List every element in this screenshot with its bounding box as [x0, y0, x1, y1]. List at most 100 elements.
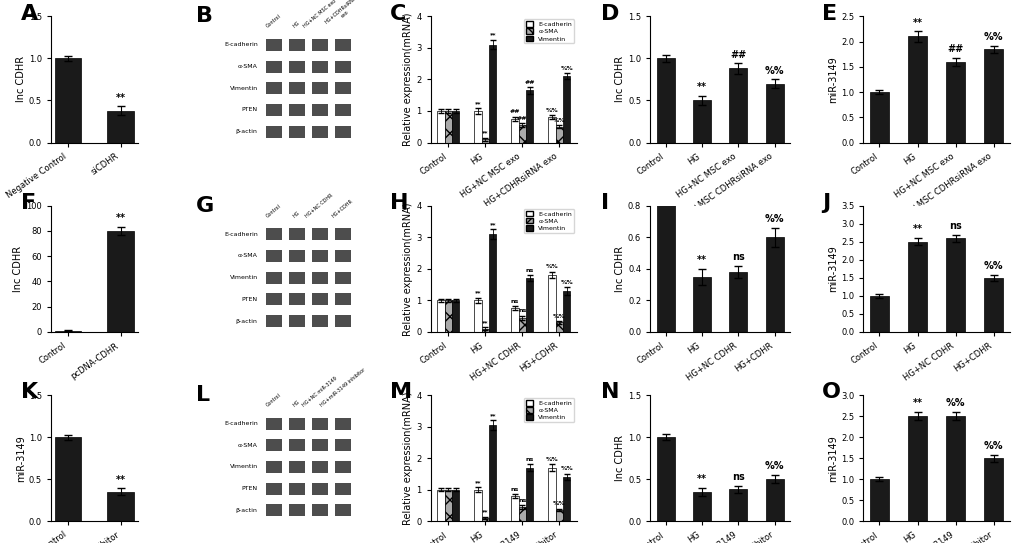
Bar — [288, 126, 305, 138]
Bar — [107, 231, 133, 332]
Text: M: M — [389, 382, 412, 402]
Bar — [334, 250, 351, 262]
Bar — [55, 437, 82, 521]
Text: %%: %% — [545, 108, 557, 112]
Text: ns: ns — [949, 221, 961, 231]
Bar — [312, 293, 327, 305]
Bar — [312, 418, 327, 430]
Text: HG+NC MSC exo: HG+NC MSC exo — [302, 0, 336, 29]
Text: **: ** — [489, 33, 495, 37]
Bar — [334, 461, 351, 473]
Bar — [444, 300, 451, 332]
Text: PTEN: PTEN — [242, 297, 258, 302]
Bar — [312, 61, 327, 73]
Text: ##: ## — [524, 80, 534, 85]
Bar — [451, 300, 459, 332]
Bar — [656, 174, 675, 332]
Bar — [511, 119, 518, 143]
Text: **: ** — [696, 474, 706, 484]
Bar — [265, 504, 281, 516]
Legend: E-cadherin, α-SMA, Vimentin: E-cadherin, α-SMA, Vimentin — [524, 398, 574, 422]
Y-axis label: Relative expression(mRNA): Relative expression(mRNA) — [403, 202, 413, 336]
Bar — [265, 39, 281, 51]
Text: %%: %% — [764, 66, 784, 75]
Bar — [481, 329, 488, 332]
Bar — [526, 91, 533, 143]
Bar — [334, 504, 351, 516]
Text: O: O — [821, 382, 841, 402]
Bar — [265, 293, 281, 305]
Bar — [55, 331, 82, 332]
Legend: E-cadherin, α-SMA, Vimentin: E-cadherin, α-SMA, Vimentin — [524, 20, 574, 43]
Bar — [692, 277, 710, 332]
Text: K: K — [20, 382, 38, 402]
Text: ns: ns — [525, 457, 533, 462]
Text: ##: ## — [947, 44, 963, 54]
Y-axis label: miR-3149: miR-3149 — [827, 245, 838, 292]
Bar — [555, 510, 562, 521]
Text: ns: ns — [518, 308, 526, 313]
Bar — [946, 416, 964, 521]
Bar — [437, 111, 444, 143]
Bar — [474, 300, 481, 332]
Bar — [869, 479, 889, 521]
Bar — [312, 250, 327, 262]
Text: β-actin: β-actin — [235, 129, 258, 134]
Bar — [288, 250, 305, 262]
Bar — [265, 61, 281, 73]
Bar — [518, 125, 526, 143]
Bar — [312, 439, 327, 451]
Bar — [869, 296, 889, 332]
Bar — [518, 318, 526, 332]
Bar — [334, 83, 351, 94]
Bar — [288, 61, 305, 73]
Text: **: ** — [474, 101, 481, 106]
Bar — [265, 228, 281, 240]
Bar — [288, 83, 305, 94]
Bar — [265, 83, 281, 94]
Text: %%: %% — [983, 32, 1003, 42]
Bar — [555, 127, 562, 143]
Text: ns: ns — [525, 268, 533, 273]
Bar — [437, 300, 444, 332]
Bar — [488, 425, 496, 521]
Bar — [765, 237, 783, 332]
Text: **: ** — [482, 320, 488, 325]
Text: **: ** — [489, 413, 495, 418]
Text: **: ** — [696, 83, 706, 92]
Text: HG: HG — [291, 210, 301, 218]
Bar — [946, 62, 964, 143]
Text: ##: ## — [510, 110, 520, 115]
Bar — [265, 250, 281, 262]
Text: **: ** — [482, 509, 488, 514]
Text: Vimentin: Vimentin — [229, 275, 258, 280]
Bar — [334, 483, 351, 495]
Bar — [729, 68, 747, 143]
Text: E: E — [821, 4, 837, 24]
Bar — [983, 458, 1002, 521]
Text: %%: %% — [945, 398, 964, 408]
Bar — [288, 439, 305, 451]
Text: ns: ns — [511, 487, 519, 491]
Bar — [562, 76, 570, 143]
Text: HG: HG — [291, 20, 301, 29]
Bar — [729, 489, 747, 521]
Text: **: ** — [912, 18, 921, 28]
Bar — [288, 104, 305, 116]
Text: E-cadherin: E-cadherin — [224, 232, 258, 237]
Bar — [107, 111, 133, 143]
Text: **: ** — [115, 475, 125, 485]
Bar — [547, 468, 555, 521]
Text: Control: Control — [265, 14, 282, 29]
Bar — [312, 315, 327, 327]
Text: %%: %% — [552, 501, 566, 507]
Bar — [869, 92, 889, 143]
Text: β-actin: β-actin — [235, 508, 258, 513]
Y-axis label: Relative expression(mRNA): Relative expression(mRNA) — [403, 12, 413, 146]
Text: %%: %% — [545, 457, 557, 462]
Bar — [692, 492, 710, 521]
Text: C: C — [389, 4, 406, 24]
Text: α-SMA: α-SMA — [237, 254, 258, 258]
Text: %%: %% — [545, 264, 557, 269]
Text: PTEN: PTEN — [242, 108, 258, 112]
